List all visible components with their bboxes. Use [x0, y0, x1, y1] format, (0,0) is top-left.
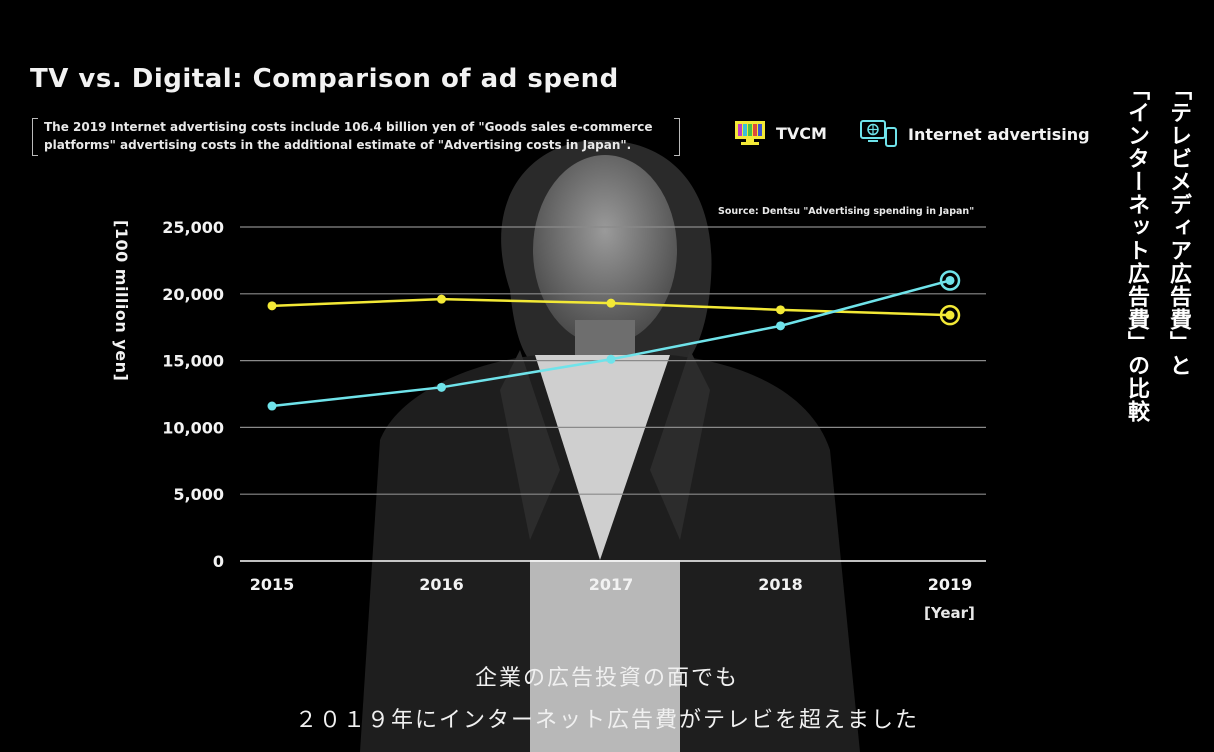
- data-point-internet: [945, 275, 955, 285]
- data-point-tvcm: [945, 310, 955, 320]
- x-tick-label: 2015: [250, 575, 295, 594]
- x-axis-unit: [Year]: [924, 604, 975, 622]
- note-line-2: platforms" advertising costs in the addi…: [44, 138, 632, 152]
- y-axis-label: [100 million yen]: [112, 220, 131, 382]
- data-point-tvcm: [606, 298, 616, 308]
- legend-item-internet: Internet advertising: [860, 120, 1090, 148]
- note-bracket-right: [674, 118, 680, 156]
- x-tick-label: 2017: [589, 575, 634, 594]
- data-point-internet: [267, 401, 277, 411]
- x-tick-label: 2018: [758, 575, 803, 594]
- chart-source: Source: Dentsu "Advertising spending in …: [718, 206, 975, 217]
- side-title-col-2: 「インターネット広告費」の比較: [1124, 78, 1149, 423]
- side-title-col-1: 「テレビメディア広告費」と: [1166, 78, 1191, 377]
- data-point-ring-tvcm: [939, 304, 961, 326]
- data-point-ring-internet: [939, 270, 961, 291]
- subtitle-line-2: ２０１９年にインターネット広告費がテレビを超えました: [294, 708, 919, 733]
- y-tick-label: 15,000: [162, 352, 224, 371]
- x-tick-label: 2019: [928, 575, 973, 594]
- data-point-tvcm: [267, 301, 277, 311]
- data-point-tvcm: [776, 305, 785, 315]
- note-line-1: The 2019 Internet advertising costs incl…: [44, 120, 653, 134]
- y-tick-label: 10,000: [162, 418, 224, 437]
- chart-note: The 2019 Internet advertising costs incl…: [32, 118, 680, 156]
- data-point-internet: [437, 382, 446, 392]
- y-tick-label: 5,000: [173, 485, 224, 504]
- y-tick-label: 20,000: [162, 285, 224, 304]
- x-tick-label: 2016: [419, 575, 464, 594]
- data-point-tvcm: [437, 294, 446, 304]
- presenter-image: [360, 140, 860, 752]
- devices-icon: [860, 120, 897, 147]
- tv-icon: [735, 121, 765, 145]
- data-point-internet: [606, 354, 616, 364]
- legend-item-tvcm: TVCM: [734, 120, 827, 146]
- subtitle-line-1: 企業の広告投資の面でも: [474, 666, 739, 691]
- note-bracket-left: [32, 118, 38, 156]
- legend-label-internet: Internet advertising: [908, 124, 1090, 144]
- y-tick-label: 0: [213, 552, 224, 571]
- legend-label-tvcm: TVCM: [776, 123, 827, 143]
- y-tick-label: 25,000: [162, 218, 224, 237]
- data-point-internet: [776, 321, 785, 331]
- chart-title: TV vs. Digital: Comparison of ad spend: [30, 64, 619, 94]
